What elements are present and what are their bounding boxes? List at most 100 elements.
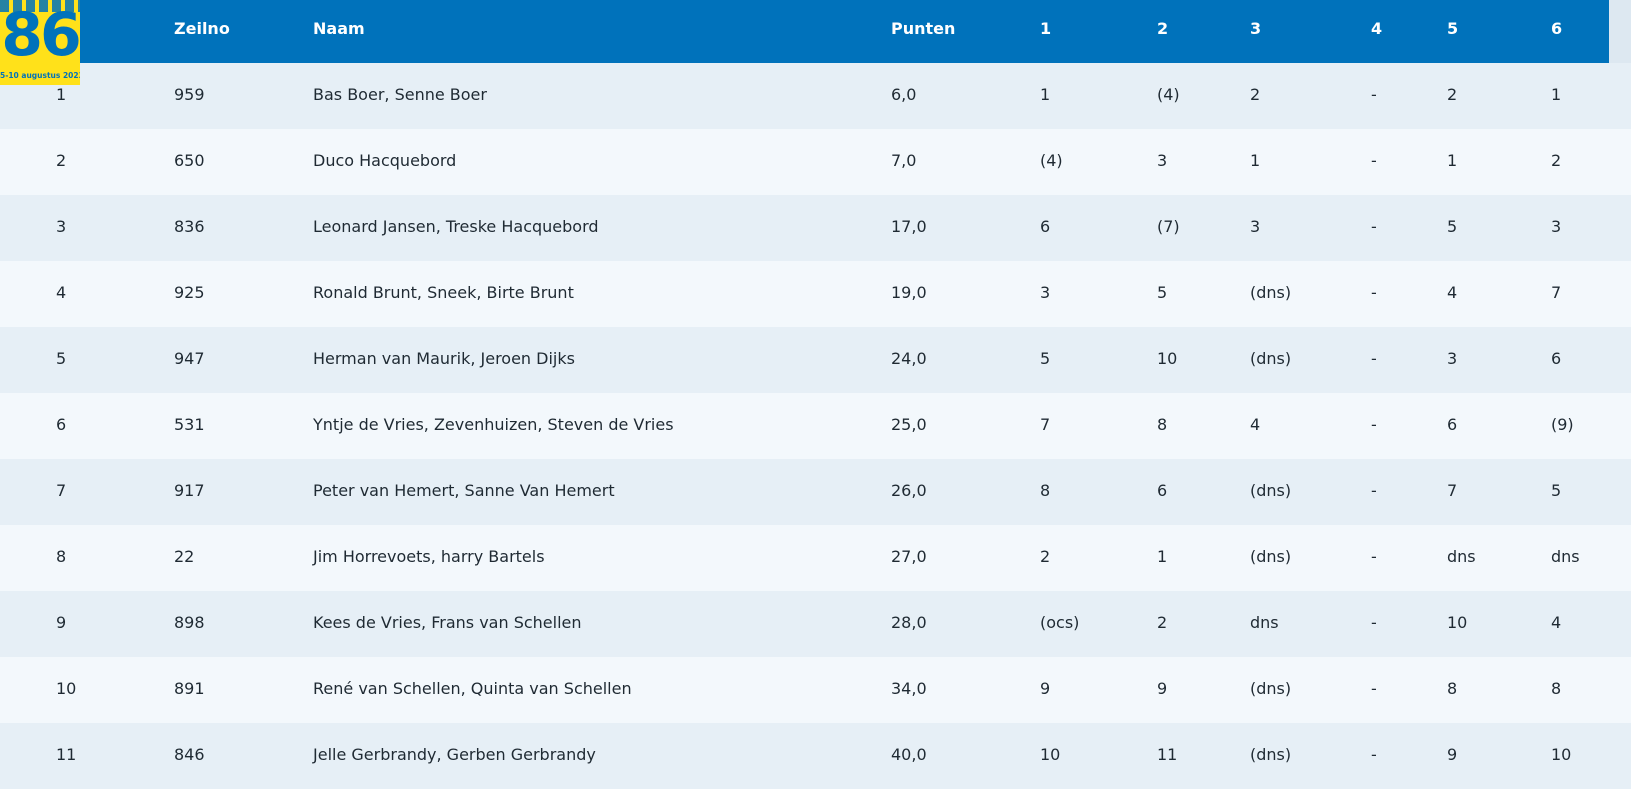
cell-position: 7 xyxy=(56,481,67,500)
table-row: 6 531 Yntje de Vries, Zevenhuizen, Steven … xyxy=(0,393,1631,459)
cell-punten: 26,0 xyxy=(891,481,927,500)
cell-race-4: - xyxy=(1371,745,1377,764)
event-logo[interactable]: 86 5-10 augustus 2023 xyxy=(0,0,80,85)
cell-race-5: 3 xyxy=(1447,349,1458,368)
cell-zeilno: 898 xyxy=(174,613,205,632)
cell-race-1: 9 xyxy=(1040,679,1051,698)
cell-zeilno: 925 xyxy=(174,283,205,302)
cell-race-2: 1 xyxy=(1157,547,1168,566)
cell-punten: 7,0 xyxy=(891,151,917,170)
cell-race-5: 2 xyxy=(1447,85,1458,104)
cell-race-1: (4) xyxy=(1040,151,1063,170)
cell-naam: Leonard Jansen, Treske Hacquebord xyxy=(313,217,599,236)
cell-race-1: 3 xyxy=(1040,283,1051,302)
cell-naam: Yntje de Vries, Zevenhuizen, Steven de V… xyxy=(313,415,674,434)
cell-zeilno: 917 xyxy=(174,481,205,500)
cell-race-1: 6 xyxy=(1040,217,1051,236)
cell-naam: Ronald Brunt, Sneek, Birte Brunt xyxy=(313,283,574,302)
cell-naam: Duco Hacquebord xyxy=(313,151,457,170)
cell-race-4: - xyxy=(1371,283,1377,302)
cell-race-6: (9) xyxy=(1551,415,1574,434)
table-row: 10 891 René van Schellen, Quinta van Schel… xyxy=(0,657,1631,723)
logo-number: 86 xyxy=(1,0,80,70)
header-naam[interactable]: Naam xyxy=(313,19,365,38)
table-row: 4 925 Ronald Brunt, Sneek, Birte Brunt 19,0… xyxy=(0,261,1631,327)
cell-position: 11 xyxy=(56,745,77,764)
cell-race-4: - xyxy=(1371,85,1377,104)
cell-naam: René van Schellen, Quinta van Schellen xyxy=(313,679,632,698)
logo-dates: 5-10 augustus 2023 xyxy=(0,71,80,80)
cell-race-1: 5 xyxy=(1040,349,1051,368)
cell-punten: 27,0 xyxy=(891,547,927,566)
cell-race-4: - xyxy=(1371,679,1377,698)
cell-race-2: 3 xyxy=(1157,151,1168,170)
cell-race-5: 1 xyxy=(1447,151,1458,170)
cell-race-3: (dns) xyxy=(1250,283,1292,302)
cell-race-3: 2 xyxy=(1250,85,1261,104)
cell-race-4: - xyxy=(1371,547,1377,566)
cell-position: 9 xyxy=(56,613,67,632)
cell-race-3: (dns) xyxy=(1250,679,1292,698)
cell-race-6: 6 xyxy=(1551,349,1562,368)
cell-race-4: - xyxy=(1371,415,1377,434)
cell-race-1: 1 xyxy=(1040,85,1051,104)
cell-naam: Herman van Maurik, Jeroen Dijks xyxy=(313,349,575,368)
cell-zeilno: 959 xyxy=(174,85,205,104)
cell-punten: 6,0 xyxy=(891,85,917,104)
cell-race-3: 1 xyxy=(1250,151,1261,170)
header-race-4[interactable]: 4 xyxy=(1371,19,1383,38)
header-race-6[interactable]: 6 xyxy=(1551,19,1563,38)
header-race-3[interactable]: 3 xyxy=(1250,19,1262,38)
cell-race-5: 6 xyxy=(1447,415,1458,434)
cell-position: 4 xyxy=(56,283,67,302)
cell-race-6: 10 xyxy=(1551,745,1572,764)
cell-race-5: 4 xyxy=(1447,283,1458,302)
cell-zeilno: 846 xyxy=(174,745,205,764)
cell-race-5: 10 xyxy=(1447,613,1468,632)
cell-race-2: 2 xyxy=(1157,613,1168,632)
cell-race-4: - xyxy=(1371,481,1377,500)
header-scroll-edge xyxy=(1609,0,1631,63)
cell-zeilno: 22 xyxy=(174,547,195,566)
cell-race-2: 11 xyxy=(1157,745,1178,764)
cell-race-1: 8 xyxy=(1040,481,1051,500)
cell-punten: 34,0 xyxy=(891,679,927,698)
cell-naam: Peter van Hemert, Sanne Van Hemert xyxy=(313,481,615,500)
header-race-5[interactable]: 5 xyxy=(1447,19,1459,38)
cell-race-2: (4) xyxy=(1157,85,1180,104)
table-header: Zeilno Naam Punten 1 2 3 4 5 6 xyxy=(0,0,1631,63)
cell-race-4: - xyxy=(1371,613,1377,632)
cell-zeilno: 531 xyxy=(174,415,205,434)
cell-race-6: 3 xyxy=(1551,217,1562,236)
cell-race-5: dns xyxy=(1447,547,1476,566)
header-punten[interactable]: Punten xyxy=(891,19,956,38)
cell-race-2: 10 xyxy=(1157,349,1178,368)
cell-race-4: - xyxy=(1371,349,1377,368)
table-row: 1 959 Bas Boer, Senne Boer 6,0 1 (4) 2 - 2 1 xyxy=(0,63,1631,129)
cell-punten: 28,0 xyxy=(891,613,927,632)
table-row: 5 947 Herman van Maurik, Jeroen Dijks 24,0 5… xyxy=(0,327,1631,393)
cell-position: 5 xyxy=(56,349,67,368)
cell-punten: 24,0 xyxy=(891,349,927,368)
cell-position: 6 xyxy=(56,415,67,434)
cell-punten: 25,0 xyxy=(891,415,927,434)
header-race-1[interactable]: 1 xyxy=(1040,19,1052,38)
cell-zeilno: 836 xyxy=(174,217,205,236)
cell-race-4: - xyxy=(1371,151,1377,170)
cell-race-1: (ocs) xyxy=(1040,613,1080,632)
cell-naam: Jim Horrevoets, harry Bartels xyxy=(313,547,545,566)
header-race-2[interactable]: 2 xyxy=(1157,19,1169,38)
cell-race-6: 1 xyxy=(1551,85,1562,104)
logo-banner-stripes xyxy=(0,0,80,12)
header-zeilno[interactable]: Zeilno xyxy=(174,19,230,38)
cell-position: 8 xyxy=(56,547,67,566)
cell-position: 1 xyxy=(56,85,67,104)
cell-naam: Jelle Gerbrandy, Gerben Gerbrandy xyxy=(313,745,596,764)
cell-race-3: (dns) xyxy=(1250,481,1292,500)
cell-race-3: 3 xyxy=(1250,217,1261,236)
table-row: 7 917 Peter van Hemert, Sanne Van Hemert 26… xyxy=(0,459,1631,525)
cell-zeilno: 891 xyxy=(174,679,205,698)
cell-race-1: 10 xyxy=(1040,745,1061,764)
cell-race-4: - xyxy=(1371,217,1377,236)
